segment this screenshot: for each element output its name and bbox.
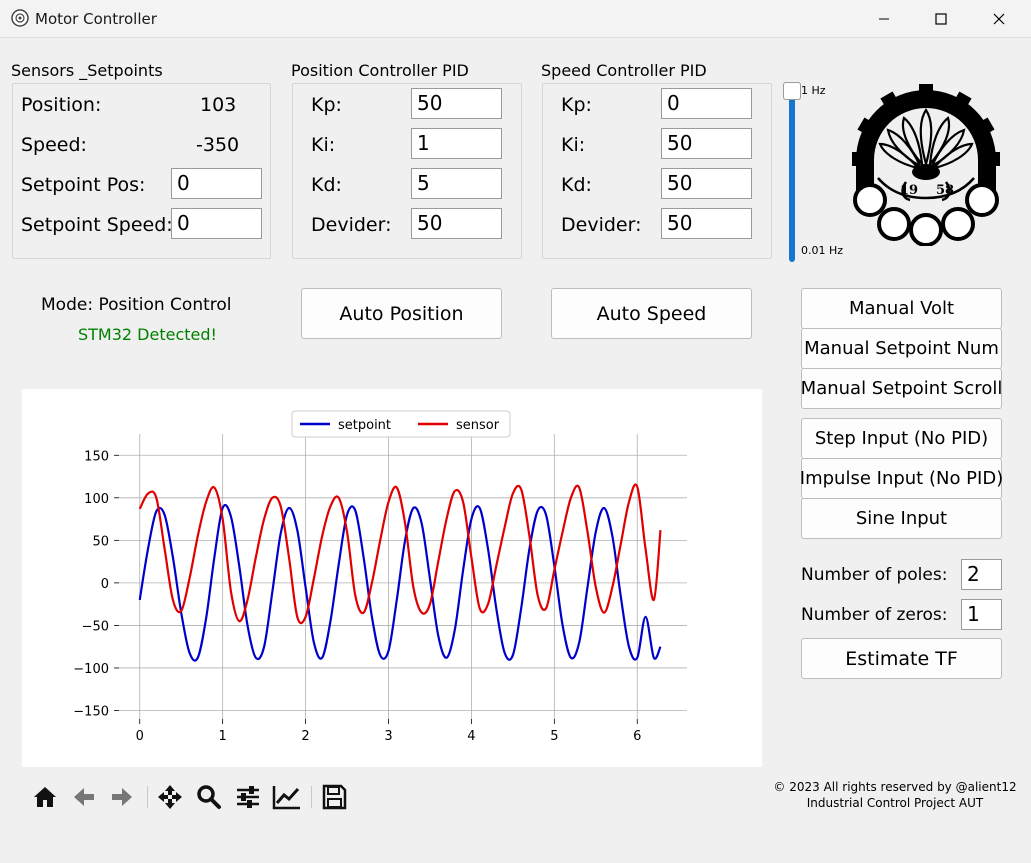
series-line-setpoint bbox=[138, 504, 662, 662]
copyright-footer: © 2023 All rights reserved by @alient12 … bbox=[770, 779, 1020, 811]
save-icon[interactable] bbox=[317, 780, 351, 814]
x-tick-label: 5 bbox=[550, 729, 558, 744]
maximize-button[interactable] bbox=[912, 0, 970, 38]
zeros-label: Number of zeros: bbox=[801, 605, 948, 625]
mode-status-text: Mode: Position Control bbox=[41, 295, 232, 315]
x-tick-label: 1 bbox=[219, 729, 227, 744]
position-divider-input[interactable]: 50 bbox=[411, 208, 502, 239]
footer-line-1: © 2023 All rights reserved by @alient12 bbox=[773, 780, 1017, 794]
toolbar-separator bbox=[147, 786, 148, 808]
y-tick-label: 50 bbox=[92, 534, 109, 549]
speed-ki-input[interactable]: 50 bbox=[661, 128, 752, 159]
setpoint-pos-input[interactable]: 0 bbox=[171, 168, 262, 199]
x-tick-label: 0 bbox=[136, 729, 144, 744]
close-icon bbox=[993, 13, 1005, 25]
manual-volt-button[interactable]: Manual Volt bbox=[801, 288, 1002, 329]
y-tick-label: −50 bbox=[82, 619, 109, 634]
position-kd-label: Kd: bbox=[311, 174, 342, 196]
speed-pid-group-title: Speed Controller PID bbox=[541, 61, 707, 80]
edit-axis-icon[interactable] bbox=[270, 780, 304, 814]
speed-value: -350 bbox=[196, 134, 240, 156]
auto-position-button[interactable]: Auto Position bbox=[301, 288, 502, 339]
position-kp-label: Kp: bbox=[311, 94, 342, 116]
device-status-text: STM32 Detected! bbox=[78, 325, 217, 344]
slider-max-label: 1 Hz bbox=[801, 84, 826, 97]
configure-subplots-icon[interactable] bbox=[231, 780, 265, 814]
position-ki-input[interactable]: 1 bbox=[411, 128, 502, 159]
title-bar bbox=[0, 0, 1031, 38]
x-tick-label: 3 bbox=[384, 729, 392, 744]
position-ki-label: Ki: bbox=[311, 134, 336, 156]
position-kd-input[interactable]: 5 bbox=[411, 168, 502, 199]
speed-divider-label: Devider: bbox=[561, 214, 642, 236]
impulse-input-button[interactable]: Impulse Input (No PID) bbox=[800, 458, 1003, 499]
y-tick-label: 150 bbox=[84, 449, 109, 464]
back-arrow-icon[interactable] bbox=[67, 780, 101, 814]
estimate-tf-button[interactable]: Estimate TF bbox=[801, 638, 1002, 679]
y-tick-label: 100 bbox=[84, 492, 109, 507]
position-label: Position: bbox=[21, 94, 102, 116]
plot-canvas[interactable]: 0 1 2 3 4 5 6 150 100 50 0 −50 −100 −150 setpoint senso… bbox=[22, 389, 762, 767]
position-value: 103 bbox=[200, 94, 237, 116]
speed-label: Speed: bbox=[21, 134, 87, 156]
zeros-input[interactable]: 1 bbox=[961, 599, 1002, 630]
speed-divider-input[interactable]: 50 bbox=[661, 208, 752, 239]
svg-text:19: 19 bbox=[900, 183, 918, 198]
x-tick-label: 2 bbox=[301, 729, 309, 744]
legend-box bbox=[291, 410, 511, 438]
response-chart: 0 1 2 3 4 5 6 150 100 50 0 −50 −100 −150 setpoint senso… bbox=[73, 410, 687, 744]
series-line-sensor bbox=[138, 483, 662, 625]
y-tick-label: 0 bbox=[101, 577, 109, 592]
speed-kp-input[interactable]: 0 bbox=[661, 88, 752, 119]
poles-label: Number of poles: bbox=[801, 565, 948, 585]
minimize-button[interactable] bbox=[855, 0, 913, 38]
setpoint-speed-label: Setpoint Speed: bbox=[21, 214, 173, 236]
y-tick-label: −100 bbox=[73, 662, 109, 677]
legend-label-setpoint: setpoint bbox=[338, 418, 391, 433]
setpoint-speed-input[interactable]: 0 bbox=[171, 208, 262, 239]
position-divider-label: Devider: bbox=[311, 214, 392, 236]
manual-setpoint-num-button[interactable]: Manual Setpoint Num bbox=[801, 328, 1002, 369]
position-kp-input[interactable]: 50 bbox=[411, 88, 502, 119]
pan-icon[interactable] bbox=[153, 780, 187, 814]
speed-kp-label: Kp: bbox=[561, 94, 592, 116]
speed-kd-label: Kd: bbox=[561, 174, 592, 196]
x-tick-label: 4 bbox=[467, 729, 475, 744]
app-logo-icon bbox=[11, 9, 29, 27]
x-tick-label: 6 bbox=[633, 729, 641, 744]
speed-kd-input[interactable]: 50 bbox=[661, 168, 752, 199]
frequency-slider-track[interactable] bbox=[789, 92, 795, 262]
manual-setpoint-scroll-button[interactable]: Manual Setpoint Scroll bbox=[801, 368, 1002, 409]
minimize-icon bbox=[879, 18, 889, 20]
sensors-group-title: Sensors _Setpoints bbox=[11, 61, 163, 80]
setpoint-pos-label: Setpoint Pos: bbox=[21, 174, 146, 196]
svg-text:58: 58 bbox=[936, 183, 954, 198]
toolbar-separator bbox=[311, 786, 312, 808]
footer-line-2: Industrial Control Project AUT bbox=[806, 796, 984, 810]
auto-speed-button[interactable]: Auto Speed bbox=[551, 288, 752, 339]
slider-min-label: 0.01 Hz bbox=[801, 244, 844, 257]
university-logo-icon: 19 58 bbox=[850, 82, 1002, 247]
window-title: Motor Controller bbox=[35, 10, 157, 28]
legend-label-sensor: sensor bbox=[456, 418, 500, 433]
speed-ki-label: Ki: bbox=[561, 134, 586, 156]
frequency-slider-handle[interactable] bbox=[783, 82, 801, 100]
position-pid-group-title: Position Controller PID bbox=[291, 61, 469, 80]
maximize-icon bbox=[935, 13, 947, 25]
close-button[interactable] bbox=[970, 0, 1028, 38]
sine-input-button[interactable]: Sine Input bbox=[801, 498, 1002, 539]
home-icon[interactable] bbox=[28, 780, 62, 814]
zoom-icon[interactable] bbox=[192, 780, 226, 814]
forward-arrow-icon[interactable] bbox=[105, 780, 139, 814]
poles-input[interactable]: 2 bbox=[961, 559, 1002, 590]
step-input-button[interactable]: Step Input (No PID) bbox=[801, 418, 1002, 459]
y-tick-label: −150 bbox=[73, 704, 109, 719]
